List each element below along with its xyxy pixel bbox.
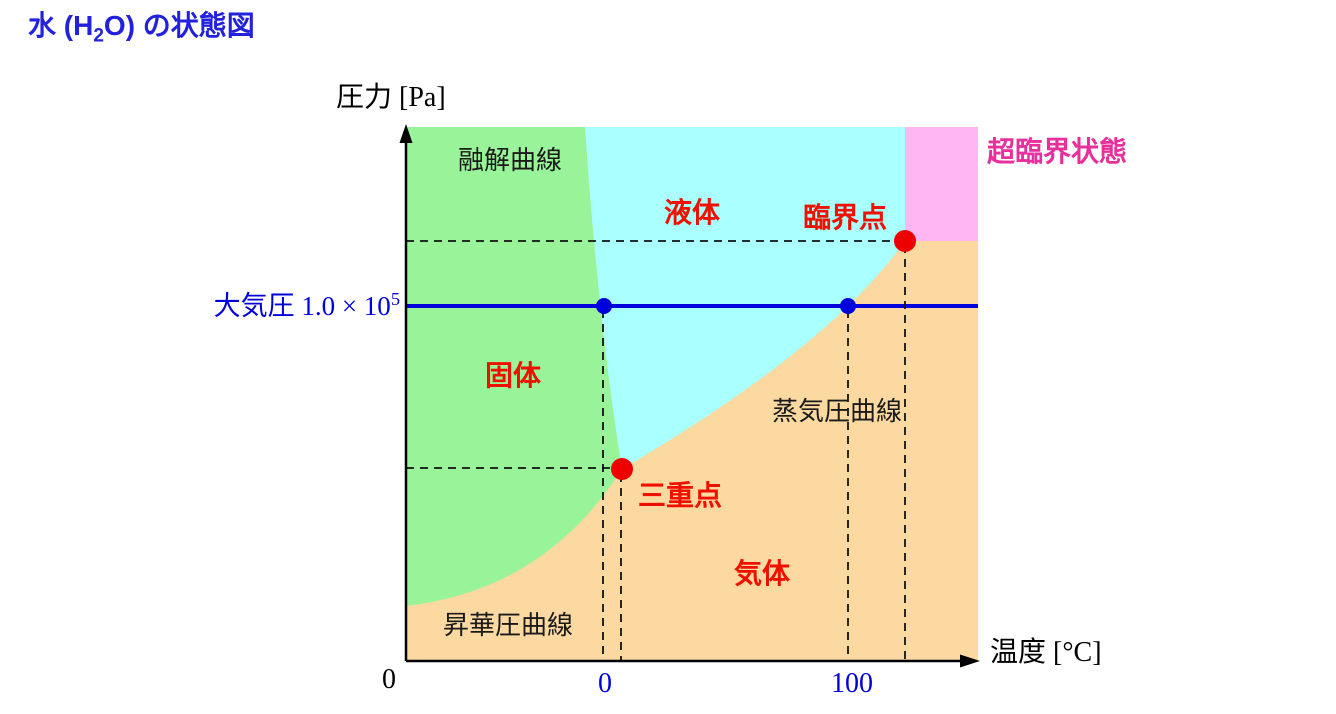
origin-tick-label: 0 [382, 664, 396, 695]
critical-point-marker [894, 230, 916, 252]
liquid-region [585, 127, 905, 469]
melting-point-marker [596, 298, 612, 314]
sublimation-curve-label: 昇華圧曲線 [442, 611, 574, 640]
solid-region [406, 127, 622, 606]
triple-point-label: 三重点 [638, 480, 723, 511]
y-axis-label: 圧力 [Pa] [336, 82, 446, 113]
title-subscript: 2 [93, 25, 104, 47]
x-axis-arrow-icon [960, 654, 980, 668]
supercritical-region-label: 超臨界状態 [987, 136, 1128, 167]
liquid-region-label: 液体 [663, 197, 721, 228]
atm-label-exponent: 5 [390, 289, 400, 309]
diagram-title: 水 (H2O) の状態図 [28, 12, 255, 46]
x-axis-label: 温度 [°C] [990, 637, 1102, 668]
hundred-celsius-tick-label: 100 [831, 668, 873, 699]
vapor-pressure-curve-label: 蒸気圧曲線 [771, 397, 903, 426]
title-part2: O) の状態図 [103, 10, 255, 41]
title-part1: 水 (H [28, 10, 94, 41]
gas-region-label: 気体 [733, 558, 791, 589]
solid-region-label: 固体 [484, 360, 542, 391]
supercritical-region [905, 127, 978, 241]
y-axis-arrow-icon [399, 124, 413, 143]
zero-celsius-tick-label: 0 [598, 668, 612, 699]
atmospheric-pressure-label: 大気圧 1.0 × 105 [148, 290, 400, 320]
critical-point-label: 臨界点 [802, 202, 888, 233]
boiling-point-marker [840, 298, 856, 314]
triple-point-marker [611, 458, 633, 480]
melting-curve-label: 融解曲線 [457, 146, 563, 175]
atm-label-text: 大気圧 1.0 × 10 [213, 291, 391, 321]
